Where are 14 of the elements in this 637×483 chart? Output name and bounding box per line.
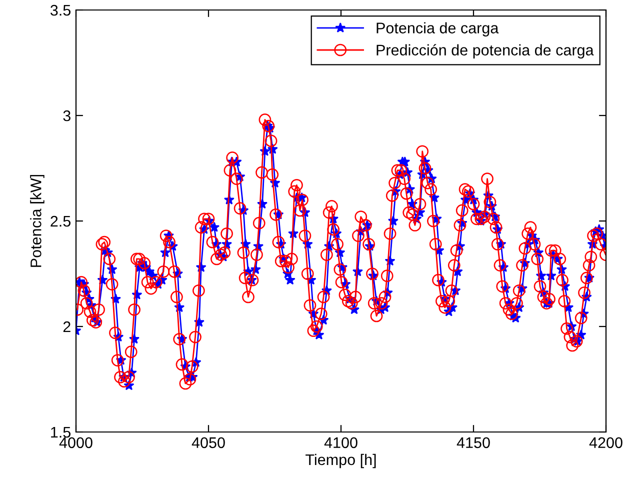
x-tick-label: 4050 [192,437,225,448]
y-tick-label: 3 [63,110,70,122]
y-tick-label: 3.5 [50,4,70,16]
legend-label: Potencia de carga [376,22,499,36]
y-tick-label: 2 [63,321,70,332]
x-tick-label: 4000 [59,437,92,448]
legend-label: Predicción de potencia de carga [376,44,594,59]
x-axis-title: Tiempo [h] [306,454,376,468]
x-tick-label: 4100 [324,437,358,448]
x-tick-label: 4150 [456,437,490,448]
y-tick-label: 1.5 [51,427,70,438]
y-tick-label: 2.5 [50,216,70,227]
x-tick-label: 4200 [589,437,622,448]
y-axis-title: Potencia [kW] [30,174,44,267]
